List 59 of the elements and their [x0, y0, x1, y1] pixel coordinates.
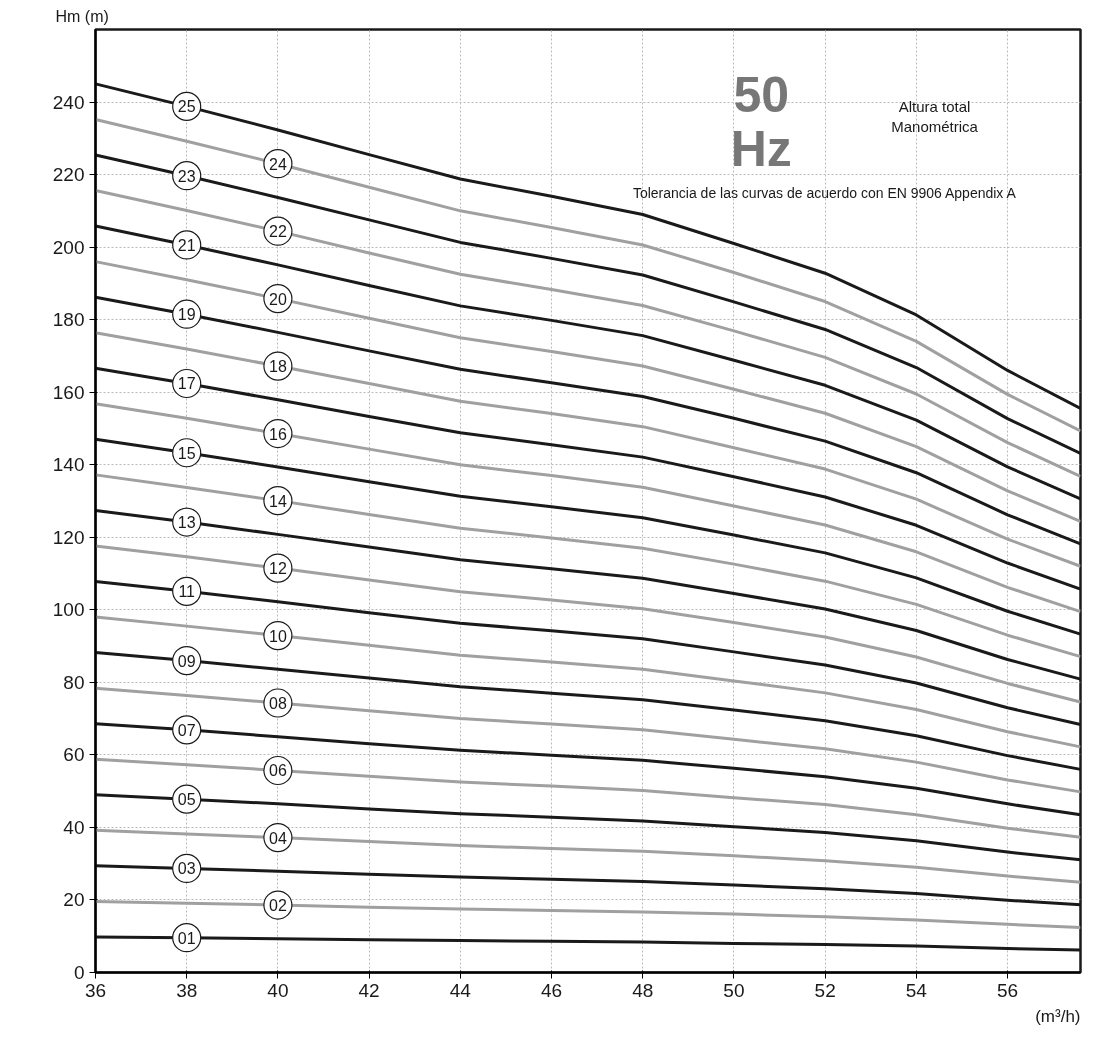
y-tick-label: 20: [63, 889, 85, 911]
annotation: Hz: [730, 121, 792, 178]
annotation: 50: [733, 67, 790, 124]
x-tick-label: 40: [267, 979, 289, 1001]
annotation: Altura total Manométrica: [891, 97, 979, 136]
series-label: 12: [269, 560, 287, 578]
series-label: 14: [269, 492, 287, 510]
series-label: 02: [269, 897, 287, 915]
y-tick-label: 40: [63, 816, 85, 838]
y-tick-label: 60: [63, 744, 85, 766]
annotation: Tolerancia de las curvas de acuerdo con EN 9906 Appendix A: [632, 184, 1017, 201]
y-tick-label: 0: [73, 962, 85, 983]
series-label: 13: [177, 514, 196, 532]
y-tick-label: 240: [52, 91, 85, 113]
y-tick-label: 220: [52, 164, 85, 186]
series-label: 01: [177, 929, 196, 947]
series-label: 11: [178, 583, 196, 601]
series-label: 18: [269, 358, 287, 376]
series-label: 08: [269, 695, 287, 713]
y-tick-label: 120: [52, 526, 85, 548]
line-series: [95, 402, 1081, 614]
x-tick-label: 52: [814, 979, 836, 1001]
x-tick-label: 46: [540, 979, 563, 1001]
y-tick-label: 100: [52, 599, 85, 621]
series-label: 03: [177, 860, 196, 878]
y-axis-title: Hm (m): [55, 7, 109, 25]
series-label: 07: [177, 721, 196, 739]
line-series: [95, 615, 1081, 749]
series-label: 04: [269, 829, 287, 847]
series-label: 17: [177, 375, 196, 393]
series-label: 06: [269, 762, 287, 780]
x-tick-label: 38: [176, 979, 198, 1001]
x-axis-title: (m³/h): [1035, 1006, 1081, 1026]
line-series: [95, 686, 1081, 794]
series-label: 24: [269, 155, 287, 173]
series-label: 10: [269, 627, 287, 645]
y-tick-label: 80: [63, 671, 85, 693]
series-label: 20: [269, 290, 287, 308]
x-tick-label: 48: [632, 979, 654, 1001]
y-tick-label: 160: [52, 381, 85, 403]
x-tick-label: 56: [996, 979, 1019, 1001]
line-series: [95, 189, 1081, 478]
series-label: 25: [177, 98, 196, 116]
series-label: 16: [269, 425, 287, 443]
series-label: 19: [177, 306, 196, 324]
y-tick-label: 140: [52, 454, 85, 476]
y-tick-label: 180: [52, 309, 85, 331]
x-tick-label: 54: [905, 979, 928, 1001]
x-tick-label: 50: [723, 979, 745, 1001]
x-tick-label: 36: [84, 979, 107, 1001]
series-label: 21: [177, 236, 196, 254]
series-label: 23: [177, 167, 196, 185]
series-label: 15: [177, 444, 196, 462]
y-tick-label: 200: [52, 236, 85, 258]
series-label: 22: [269, 223, 287, 241]
x-tick-label: 42: [358, 979, 380, 1001]
series-label: 09: [177, 652, 196, 670]
series-label: 05: [177, 791, 196, 809]
x-tick-label: 44: [449, 979, 472, 1001]
